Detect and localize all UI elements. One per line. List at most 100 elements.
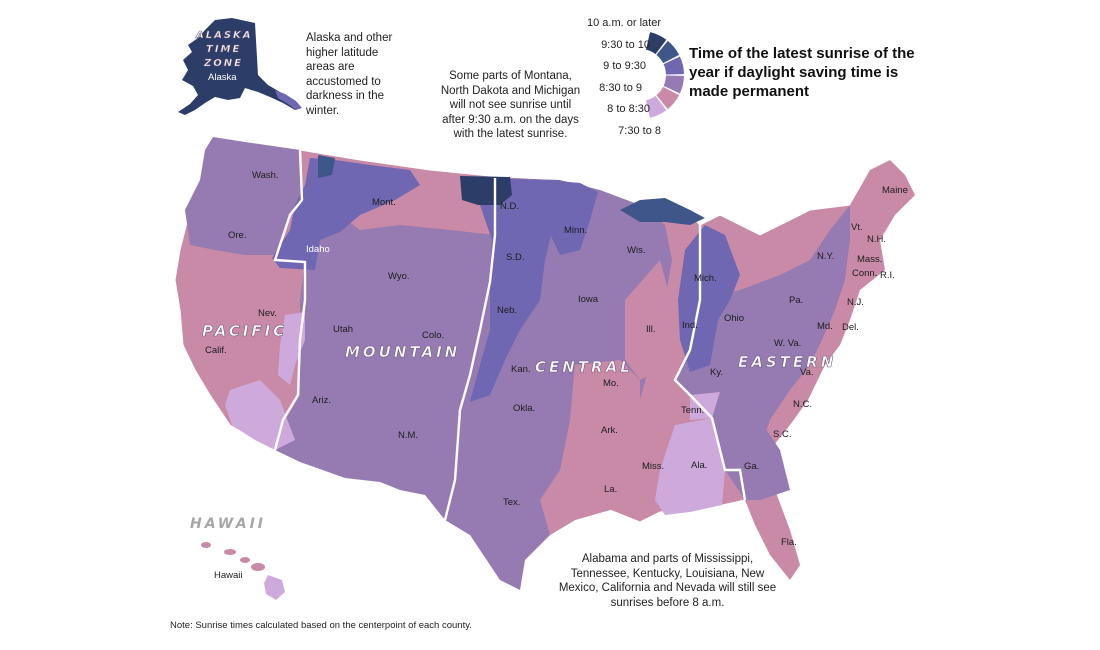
zone-label-alaska-2: TIME <box>206 44 241 55</box>
alaska-region <box>178 18 302 115</box>
state-label-ri: R.I. <box>880 270 895 281</box>
state-label-mt: Mont. <box>372 197 396 208</box>
state-label-nv: Nev. <box>258 308 277 319</box>
legend-label-4: 8:30 to 9 <box>599 82 642 94</box>
idaho-mt-blue <box>272 158 420 270</box>
plains-blue <box>460 178 560 402</box>
state-label-ct: Conn. <box>852 268 877 279</box>
il-pink <box>625 260 668 380</box>
al-light <box>655 418 725 515</box>
mi-up-dark <box>620 198 705 225</box>
zone-label-hawaii: HAWAII <box>190 516 266 532</box>
state-label-ky: Ky. <box>710 367 723 378</box>
state-label-id: Idaho <box>306 244 330 255</box>
legend-label-5: 8 to 8:30 <box>607 103 650 115</box>
state-label-nc: N.C. <box>793 399 812 410</box>
nd-dark <box>460 176 512 205</box>
state-label-ut: Utah <box>333 324 353 335</box>
annotation-north: Some parts of Montana, North Dakota and … <box>440 70 581 140</box>
hawaii-island-1 <box>201 542 211 548</box>
state-label-wa: Wash. <box>252 170 279 181</box>
state-label-ok: Okla. <box>513 403 535 414</box>
zone-label-eastern: EASTERN <box>738 353 836 371</box>
state-label-ny: N.Y. <box>817 251 834 262</box>
zone-label-central: CENTRAL <box>535 358 633 376</box>
legend-swatch-1 <box>645 32 667 55</box>
zone-label-alaska-3: ZONE <box>203 58 243 69</box>
state-label-ia: Iowa <box>578 294 599 305</box>
state-label-ar: Ark. <box>601 425 618 436</box>
east-coast-pink <box>740 160 915 580</box>
state-label-in: Ind. <box>682 320 698 331</box>
state-label-vt: Vt. <box>851 222 863 233</box>
state-label-la: La. <box>604 484 617 495</box>
state-label-tn: Tenn. <box>681 405 704 416</box>
legend-ramp <box>645 32 684 118</box>
hawaii-big-island <box>264 575 285 600</box>
legend-swatch-5 <box>656 86 680 110</box>
state-label-az: Ariz. <box>312 395 331 406</box>
state-label-de: Del. <box>842 322 859 333</box>
alaska-state <box>178 18 300 115</box>
state-label-ks: Kan. <box>511 364 531 375</box>
state-label-mn: Minn. <box>564 225 587 236</box>
legend-swatch-2 <box>656 40 680 64</box>
legend-label-3: 9 to 9:30 <box>603 60 646 72</box>
mt-nw-dark <box>318 155 335 178</box>
hawaii-island-3 <box>240 557 250 563</box>
state-label-mi: Mich. <box>694 273 717 284</box>
state-label-me: Maine <box>882 185 908 196</box>
mountain-zone-fill <box>275 200 495 520</box>
state-label-or: Ore. <box>228 230 246 241</box>
pacific-mountain-boundary <box>273 149 307 451</box>
state-label-nj: N.J. <box>847 297 864 308</box>
legend-swatch-6 <box>645 95 667 118</box>
mountain-central-boundary <box>443 178 497 521</box>
legend-label-2: 9:30 to 10 <box>601 39 650 51</box>
state-label-ga: Ga. <box>744 461 759 472</box>
state-label-wy: Wyo. <box>388 271 410 282</box>
time-zone-boundaries <box>273 149 747 521</box>
state-label-ms: Miss. <box>642 461 664 472</box>
state-label-md: Md. <box>817 321 833 332</box>
state-label-va: Va. <box>800 367 814 378</box>
state-label-tx: Tex. <box>503 497 520 508</box>
state-label-nh: N.H. <box>867 234 886 245</box>
state-label-oh: Ohio <box>724 313 744 324</box>
alaska-panhandle <box>275 90 302 110</box>
annotation-alaska: Alaska and other higher latitude areas a… <box>306 32 393 117</box>
state-label-nm: N.M. <box>398 430 418 441</box>
state-label-co: Colo. <box>422 330 444 341</box>
state-label-ca: Calif. <box>205 345 227 356</box>
state-label-wi: Wis. <box>627 245 645 256</box>
state-label-sc: S.C. <box>773 429 791 440</box>
tn-light <box>690 392 720 420</box>
zone-label-alaska-1: ALASKA <box>195 30 253 41</box>
state-label-al: Ala. <box>691 460 707 471</box>
state-label-mo: Mo. <box>603 378 619 389</box>
legend-swatch-3 <box>663 56 684 75</box>
south-central-pink <box>540 360 640 535</box>
state-label-ma: Mass. <box>857 254 882 265</box>
state-label-pa: Pa. <box>789 295 803 306</box>
state-labels: Alaska Hawaii Wash. Ore. Calif. Nev. Ida… <box>205 72 908 581</box>
hawaii-island-4 <box>251 563 265 571</box>
central-eastern-boundary <box>673 222 747 501</box>
state-label-sd: S.D. <box>506 252 524 263</box>
zone-label-pacific: PACIFIC <box>202 322 287 340</box>
state-label-ne: Neb. <box>497 305 517 316</box>
footnote: Note: Sunrise times calculated based on … <box>170 620 472 631</box>
hawaii-island-2 <box>224 549 236 555</box>
zone-label-mountain: MOUNTAIN <box>345 343 460 361</box>
legend-label-1: 10 a.m. or later <box>587 17 661 29</box>
state-label-nd: N.D. <box>500 201 519 212</box>
hawaii-region <box>201 542 285 600</box>
eastern-zone-fill <box>675 205 850 470</box>
state-label-il: Ill. <box>646 324 656 335</box>
annotation-south: Alabama and parts of Mississippi, Tennes… <box>558 553 777 609</box>
wa-or-fill <box>185 137 302 255</box>
state-label-alaska: Alaska <box>208 72 237 83</box>
state-label-hawaii: Hawaii <box>214 570 243 581</box>
nv-east-light <box>278 312 305 385</box>
